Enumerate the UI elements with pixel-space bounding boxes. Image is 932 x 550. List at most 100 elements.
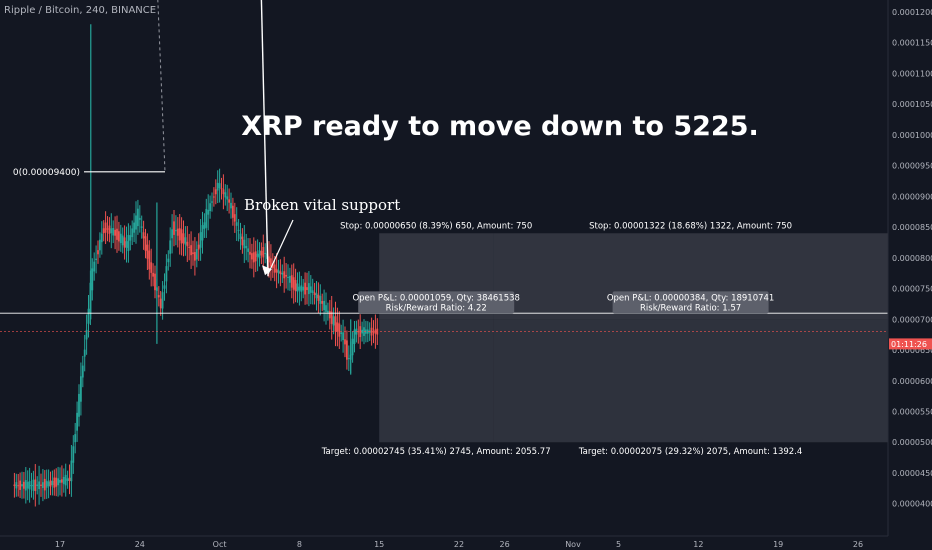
pnl-label: Open P&L: 0.00001059, Qty: 38461538 [352,293,520,303]
candle-body [21,484,23,487]
candle-body [70,460,73,482]
risk-reward-label: Risk/Reward Ratio: 1.57 [640,303,741,313]
candle-body [228,199,230,203]
candle-body [317,294,320,301]
candle-body [131,228,134,238]
candle-body [323,300,325,311]
candle-body [154,273,156,291]
candle-body [17,485,20,487]
candle-body [281,272,284,275]
fibonacci-retracement[interactable]: 0(0.00009400)0.236(0.00008147)0.382(0.00… [0,0,165,178]
candle-body [319,295,322,304]
price-axis[interactable]: 0.00012000 0.00011500 0.00011000 0.00010500… [892,8,932,509]
candle-body [283,271,286,279]
candle-body [85,329,88,340]
candle-body [188,246,191,248]
broken-support-note: Broken vital support [244,196,400,214]
candle-body [78,393,80,417]
candle-body [146,244,149,259]
candle-body [311,290,314,293]
candle-body [268,256,270,263]
x-tick-label: 19 [773,540,783,549]
candle-body [180,229,183,244]
candle-body [45,480,48,488]
pnl-box [358,291,515,314]
candle-body [260,251,263,256]
candle-body [72,446,75,463]
candle-body [135,215,137,230]
y-tick-label: 0.00012000 [892,8,932,17]
candle-body [325,305,327,312]
candle-body [338,323,341,337]
time-axis[interactable]: 17 24 Oct 8 15 22 26 Nov 5 12 19 26 [55,540,863,549]
candle-body [275,268,278,273]
position-zones [379,233,888,443]
candle-body [233,214,236,222]
candle-body [165,266,168,282]
candle-body [30,485,33,487]
candle-body [38,481,40,490]
y-tick-label: 0.00009000 [892,192,932,201]
candle-body [163,285,166,289]
x-tick-label: 22 [454,540,464,549]
y-tick-label: 0.00011500 [892,39,932,48]
candle-body [273,264,276,273]
candle-body [47,481,50,487]
candle-body [370,327,373,336]
price-tag-text: 01:11:26 [891,340,927,349]
candle-body [287,276,289,278]
x-tick-label: 5 [616,540,621,549]
candle-body [336,322,339,332]
candle-body [140,226,143,228]
candle-body [347,357,350,359]
candle-body [133,222,135,233]
y-tick-label: 0.00005500 [892,408,932,417]
y-tick-label: 0.00007500 [892,285,932,294]
candle-body [290,275,293,288]
candle-body [237,229,240,231]
candle-body [214,189,217,195]
candle-body [298,286,301,291]
candle-body [100,233,103,243]
candle-body [74,434,77,443]
stop-label: Stop: 0.00000650 (8.39%) 650, Amount: 75… [340,221,532,231]
candle-body [106,228,109,230]
x-tick-label: 26 [853,540,863,549]
candle-body [258,250,261,259]
candle-body [64,474,67,486]
annotation-arrow-head [262,265,272,276]
x-tick-label: 26 [500,540,510,549]
candle-body [32,479,35,491]
candles [13,24,379,507]
candle-body [123,237,126,248]
candle-body [270,258,272,267]
candle-body [42,482,44,488]
candle-body [118,231,120,242]
candle-body [256,253,259,257]
candle-body [24,480,27,491]
candle-body [328,311,331,319]
candle-body [315,293,318,299]
candle-body [195,249,198,260]
candle-body [353,329,356,344]
candle-body [171,229,173,239]
target-zone [493,319,888,443]
candle-body [292,277,295,290]
candle-body [93,261,96,272]
candle-body [148,250,151,270]
y-tick-label: 0.00011000 [892,69,932,78]
candle-body [144,236,147,251]
candle-body [289,275,291,283]
candle-body [157,295,160,298]
candle-body [28,481,31,490]
candle-body [232,205,234,218]
candle-body [150,262,153,273]
candle-body [142,232,145,239]
candle-body [213,196,215,198]
candle-body [66,478,69,482]
candle-body [277,270,280,274]
candle-body [203,222,206,229]
x-tick-label: 8 [297,540,302,549]
candle-body [351,338,354,356]
